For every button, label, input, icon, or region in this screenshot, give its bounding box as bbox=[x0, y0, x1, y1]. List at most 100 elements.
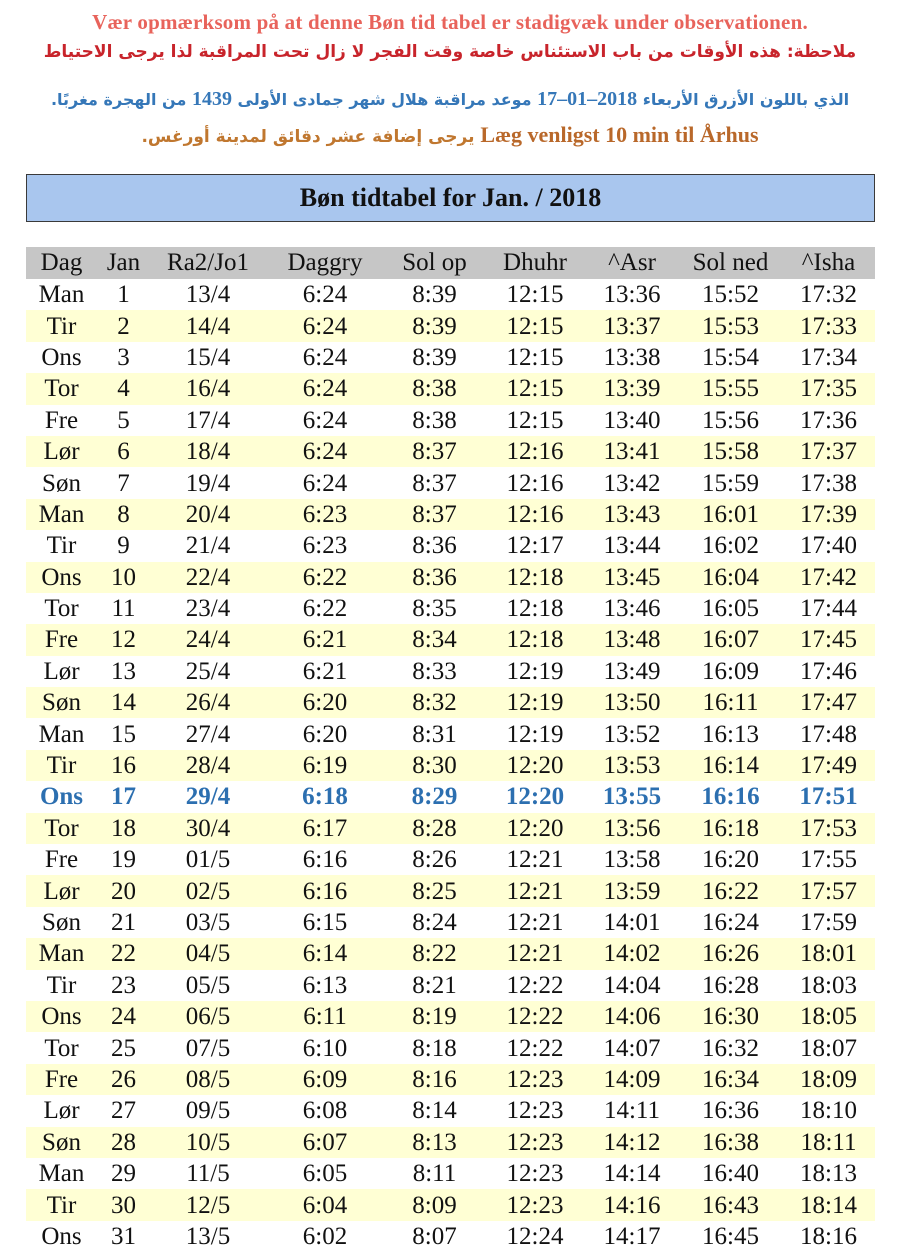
col-jan-date-cell: 19 bbox=[111, 846, 136, 874]
col-jan-date-cell: 20 bbox=[97, 875, 150, 907]
col-day-header: Dag bbox=[26, 247, 97, 279]
col-isha-cell: 18:11 bbox=[782, 1126, 875, 1158]
col-day-cell: Tor bbox=[44, 1034, 79, 1062]
col-isha-cell: 18:03 bbox=[800, 971, 857, 999]
col-day-cell: Søn bbox=[42, 909, 81, 936]
col-jan-date-cell: 18 bbox=[97, 812, 150, 845]
col-jan-date-cell: 24 bbox=[97, 1000, 150, 1033]
col-isha-cell: 17:39 bbox=[782, 498, 875, 531]
col-hijri-date-cell: 21/4 bbox=[185, 532, 231, 560]
col-jan-date-cell: 28 bbox=[97, 1126, 150, 1158]
col-sunrise-cell: 8:34 bbox=[384, 624, 485, 656]
col-sunset-cell: 16:24 bbox=[702, 909, 759, 936]
col-hijri-date-cell: 01/5 bbox=[185, 846, 231, 874]
col-fajr-cell: 6:13 bbox=[302, 971, 348, 999]
col-day-cell: Ons bbox=[41, 343, 82, 371]
table-row: Tor 18 30/4 6:17 8:28 12:20 13:56 16:18 17:53 bbox=[26, 812, 875, 845]
col-dhuhr-cell: 12:15 bbox=[485, 310, 585, 342]
col-sunset-cell: 16:45 bbox=[702, 1222, 759, 1250]
col-dhuhr-cell: 12:20 bbox=[485, 749, 585, 782]
col-hijri-date-cell: 10/5 bbox=[150, 1126, 266, 1158]
col-isha-cell: 17:45 bbox=[782, 624, 875, 656]
col-dhuhr-cell: 12:18 bbox=[506, 595, 564, 623]
col-jan-date-cell: 13 bbox=[111, 657, 136, 685]
col-isha-cell: 18:09 bbox=[782, 1063, 875, 1096]
col-sunrise-cell: 8:26 bbox=[412, 846, 457, 874]
col-dhuhr-cell: 12:23 bbox=[485, 1189, 585, 1221]
col-dhuhr-cell: 12:22 bbox=[485, 1000, 585, 1033]
col-jan-date-cell: 7 bbox=[117, 469, 130, 497]
col-sunset-cell: 16:01 bbox=[679, 498, 782, 531]
table-row: Fre 5 17/4 6:24 8:38 12:15 13:40 15:56 17:36 bbox=[26, 405, 875, 436]
col-hijri-date-cell: 02/5 bbox=[150, 875, 266, 907]
moon-note-before: الذي باللون الأزرق الأربعاء bbox=[642, 90, 850, 109]
col-hijri-date-cell: 22/4 bbox=[150, 561, 266, 593]
col-hijri-date-cell: 04/5 bbox=[150, 938, 266, 970]
col-sunrise-cell: 8:31 bbox=[412, 720, 457, 748]
col-sunset-cell: 15:59 bbox=[702, 469, 759, 497]
col-day-cell: Tor bbox=[26, 373, 97, 405]
col-day-cell: Lør bbox=[26, 875, 97, 907]
col-sunrise-cell: 8:16 bbox=[384, 1063, 485, 1096]
aarhus-note: يرجى إضافة عشر دقائق لمدينة أورغس. Læg v… bbox=[0, 122, 900, 148]
col-asr-cell: 13:55 bbox=[602, 783, 662, 811]
col-sunrise-cell: 8:32 bbox=[384, 687, 485, 719]
col-fajr-cell: 6:04 bbox=[266, 1189, 384, 1221]
table-row: Søn 28 10/5 6:07 8:13 12:23 14:12 16:38 18:11 bbox=[26, 1126, 875, 1158]
col-sunset-cell: 16:40 bbox=[702, 1160, 759, 1188]
col-fajr-cell: 6:11 bbox=[266, 1000, 384, 1033]
col-jan-date-cell: 6 bbox=[97, 435, 150, 468]
col-fajr-cell: 6:20 bbox=[302, 720, 348, 748]
col-isha-header: ^Isha bbox=[782, 247, 875, 279]
col-dhuhr-cell: 12:16 bbox=[485, 498, 585, 531]
col-jan-date-cell: 14 bbox=[97, 687, 150, 719]
col-fajr-cell: 6:08 bbox=[302, 1097, 348, 1125]
col-asr-header: ^Asr bbox=[585, 247, 679, 279]
moon-note-year: 1439 bbox=[191, 88, 232, 110]
col-dhuhr-cell: 12:21 bbox=[485, 938, 585, 970]
col-day-cell: Ons bbox=[39, 783, 84, 811]
col-sunrise-cell: 8:28 bbox=[384, 812, 485, 845]
col-sunrise-cell: 8:37 bbox=[412, 469, 457, 497]
col-jan-date-cell: 29 bbox=[111, 1160, 136, 1188]
col-sunset-cell: 16:20 bbox=[702, 846, 759, 874]
col-fajr-cell: 6:24 bbox=[266, 373, 384, 405]
col-day-cell: Tir bbox=[26, 1189, 97, 1221]
col-asr-cell: 13:44 bbox=[603, 532, 661, 560]
col-isha-cell: 17:51 bbox=[799, 783, 858, 811]
col-asr-cell: 14:14 bbox=[603, 1160, 661, 1188]
col-hijri-date-cell: 14/4 bbox=[150, 310, 266, 342]
table-row: Man 1 13/4 6:24 8:39 12:15 13:36 15:52 17:32 bbox=[26, 279, 875, 310]
col-sunset-cell: 16:16 bbox=[701, 783, 760, 811]
table-row: Tor 11 23/4 6:22 8:35 12:18 13:46 16:05 17:44 bbox=[26, 593, 875, 624]
table-row: Lør 27 09/5 6:08 8:14 12:23 14:11 16:36 18:10 bbox=[26, 1095, 875, 1126]
col-day-cell: Man bbox=[38, 281, 85, 309]
col-sunrise-cell: 8:21 bbox=[412, 971, 457, 999]
col-asr-cell: 13:42 bbox=[603, 469, 661, 497]
moon-note-after: من الهجرة مغربًا. bbox=[50, 90, 187, 109]
col-day-cell: Fre bbox=[44, 406, 79, 434]
col-sunrise-cell: 8:39 bbox=[384, 310, 485, 342]
col-asr-cell: 14:01 bbox=[603, 909, 661, 936]
col-hijri-date-cell: 26/4 bbox=[150, 687, 266, 719]
col-day-cell: Søn bbox=[42, 469, 81, 497]
col-hijri-date-cell: 15/4 bbox=[185, 343, 231, 371]
col-hijri-date-cell: 29/4 bbox=[185, 783, 231, 811]
col-dhuhr-cell: 12:15 bbox=[506, 343, 564, 371]
col-isha-cell: 17:48 bbox=[800, 720, 857, 748]
col-fajr-cell: 6:22 bbox=[266, 561, 384, 593]
table-row: Ons 3 15/4 6:24 8:39 12:15 13:38 15:54 17:34 bbox=[26, 342, 875, 373]
col-asr-cell: 14:07 bbox=[603, 1034, 661, 1062]
col-isha-cell: 17:40 bbox=[800, 532, 857, 560]
col-day-cell: Søn bbox=[26, 1126, 97, 1158]
col-jan-date-cell: 10 bbox=[97, 561, 150, 593]
col-dhuhr-cell: 12:20 bbox=[485, 812, 585, 845]
col-jan-date-cell: 15 bbox=[111, 720, 136, 748]
col-sunrise-cell: 8:38 bbox=[412, 406, 457, 434]
col-asr-cell: 13:36 bbox=[603, 281, 661, 309]
col-asr-cell: 13:56 bbox=[585, 812, 679, 845]
col-jan-date-cell: 17 bbox=[111, 783, 136, 811]
col-day-cell: Tir bbox=[26, 749, 97, 782]
col-hijri-date-cell: 09/5 bbox=[185, 1097, 231, 1125]
col-hijri-date-cell: 11/5 bbox=[186, 1160, 230, 1188]
